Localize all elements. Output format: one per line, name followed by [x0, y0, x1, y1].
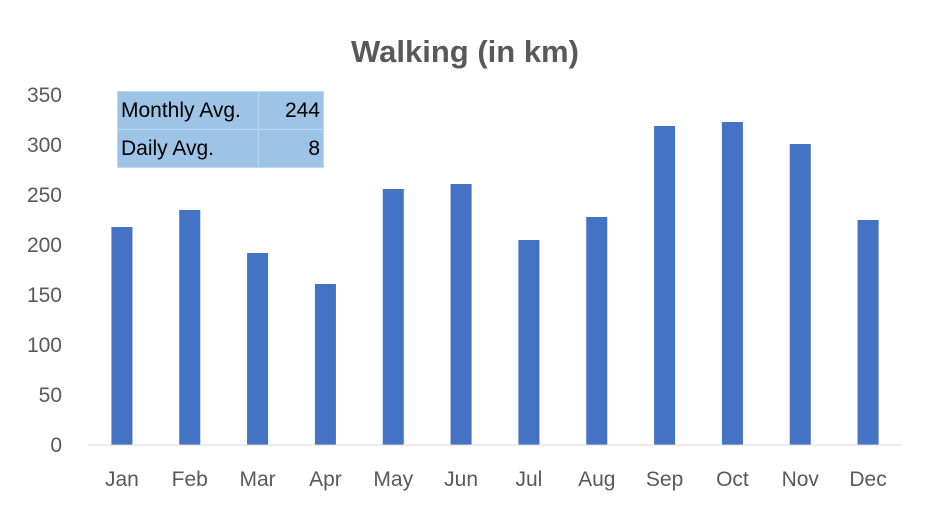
bar-jan [111, 227, 133, 445]
x-axis-ticks: Jan Feb Mar Apr May Jun Jul Aug Sep Oct Nov Dec [105, 468, 887, 491]
bar-dec [857, 220, 879, 445]
y-tick-label: 200 [27, 234, 62, 257]
table-row: Daily Avg. 8 [117, 129, 324, 168]
bar-oct [721, 122, 743, 445]
bar-sep [654, 126, 676, 445]
y-tick-label: 150 [27, 284, 62, 307]
x-tick-label: Apr [309, 468, 342, 491]
y-tick-label: 250 [27, 184, 62, 207]
monthly-avg-value: 244 [258, 91, 324, 130]
bar-apr [314, 284, 336, 445]
x-tick-label: Mar [239, 468, 275, 491]
table-row: Monthly Avg. 244 [117, 91, 324, 130]
monthly-avg-label: Monthly Avg. [117, 91, 259, 130]
y-tick-label: 350 [27, 84, 62, 107]
x-tick-label: Aug [578, 468, 615, 491]
x-tick-label: Jan [105, 468, 139, 491]
daily-avg-value: 8 [258, 129, 324, 168]
x-tick-label: Jul [515, 468, 542, 491]
y-tick-label: 300 [27, 134, 62, 157]
x-tick-label: Jun [444, 468, 478, 491]
x-tick-label: Oct [716, 468, 749, 491]
bar-jul [518, 240, 540, 445]
x-tick-label: Sep [646, 468, 683, 491]
x-tick-label: Dec [849, 468, 886, 491]
x-tick-label: Nov [782, 468, 820, 491]
bar-jun [450, 184, 472, 445]
bar-series [111, 122, 879, 445]
x-tick-label: May [373, 468, 413, 491]
bar-feb [179, 210, 201, 445]
y-axis-ticks: 0 50 100 150 200 250 300 350 [27, 84, 62, 457]
daily-avg-label: Daily Avg. [117, 129, 259, 168]
y-tick-label: 100 [27, 334, 62, 357]
y-tick-label: 0 [50, 434, 62, 457]
y-tick-label: 50 [39, 384, 62, 407]
chart-title: Walking (in km) [351, 34, 579, 69]
bar-may [382, 189, 404, 445]
bar-aug [586, 217, 608, 445]
bar-mar [247, 253, 269, 445]
x-tick-label: Feb [172, 468, 208, 491]
summary-table: Monthly Avg. 244 Daily Avg. 8 [117, 91, 324, 168]
bar-nov [789, 144, 811, 445]
